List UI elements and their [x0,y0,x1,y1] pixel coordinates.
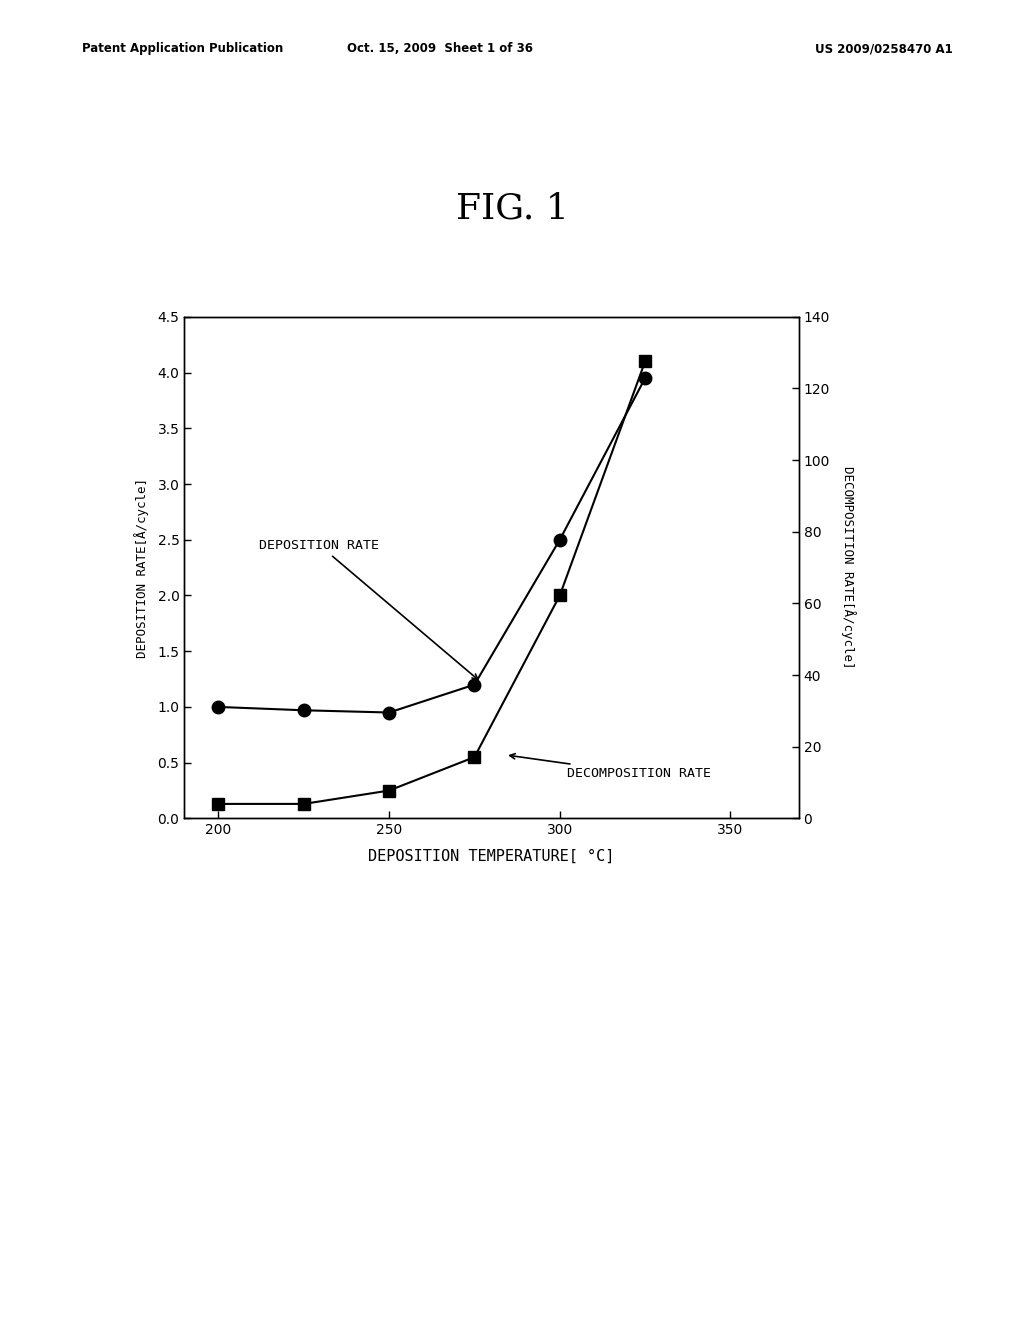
Y-axis label: DEPOSITION RATE[Å/cycle]: DEPOSITION RATE[Å/cycle] [134,478,150,657]
Text: FIG. 1: FIG. 1 [456,191,568,226]
Text: US 2009/0258470 A1: US 2009/0258470 A1 [814,42,952,55]
Y-axis label: DECOMPOSITION RATE[Å/cycle]: DECOMPOSITION RATE[Å/cycle] [841,466,856,669]
X-axis label: DEPOSITION TEMPERATURE[ °C]: DEPOSITION TEMPERATURE[ °C] [369,849,614,863]
Text: DECOMPOSITION RATE: DECOMPOSITION RATE [510,754,711,780]
Text: Patent Application Publication: Patent Application Publication [82,42,284,55]
Text: DEPOSITION RATE: DEPOSITION RATE [259,539,478,680]
Text: Oct. 15, 2009  Sheet 1 of 36: Oct. 15, 2009 Sheet 1 of 36 [347,42,534,55]
